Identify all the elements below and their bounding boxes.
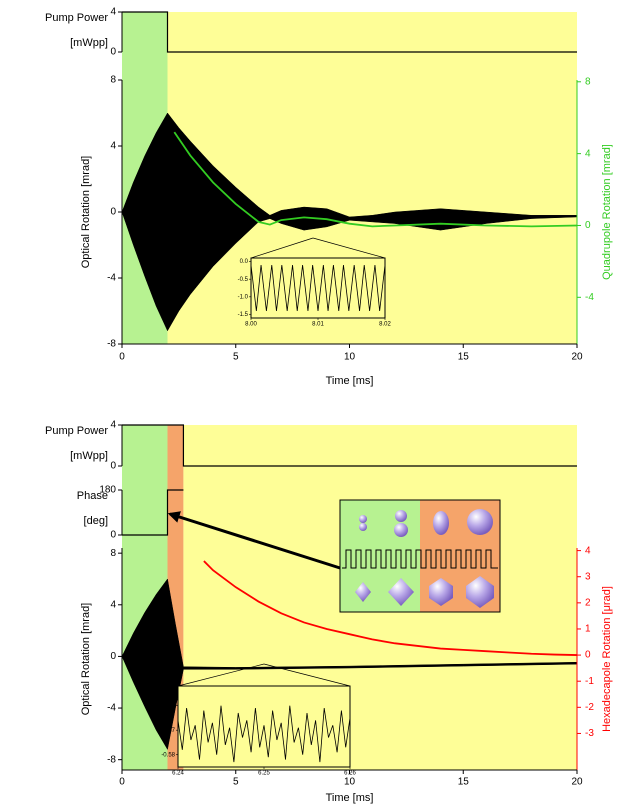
y-tick-label: 0 [110,651,116,662]
y-axis-label: Pump Power [45,12,108,24]
x-tick-label: 0 [119,777,125,788]
inset-pointer [177,663,265,687]
y2-tick-label: -2 [585,702,594,713]
x-tick-label: 10 [344,777,356,788]
series-line [173,131,578,228]
inset-line [177,705,351,763]
inset-y-tick-label: -0.5 [238,277,249,283]
pulse-train [342,549,498,569]
y2-tick-label: 0 [585,650,591,661]
x-tick-label: 5 [233,352,239,363]
inset-x-tick-label: 6.25 [258,771,270,777]
y2-tick-label: -3 [585,728,594,739]
y2-tick-label: -1 [585,676,594,687]
y-tick-label: 8 [110,75,116,86]
orbital [388,578,414,606]
y-axis-label: [deg] [84,515,108,527]
inset-y-tick-label: -0.58 [161,752,175,758]
y2-tick-label: 4 [585,545,591,556]
orbital [429,578,453,606]
orbital [359,523,367,531]
inset-x-tick-label: 8.02 [379,322,391,328]
inset-y-tick-label: 0.0 [240,259,249,265]
arrow [167,511,341,570]
y-tick-label: 8 [110,548,116,559]
y2-axis-label: Quadrupole Rotation [mrad] [601,144,613,280]
y-tick-label: 4 [110,7,116,18]
inset-pointer [312,237,386,259]
y-axis-label: [mWpp] [70,450,108,462]
orbital [359,515,367,523]
inset-x-tick-label: 8.01 [312,322,324,328]
inset-x-tick-label: 8.00 [245,322,257,328]
orbital [433,511,449,535]
y-tick-label: -4 [107,273,116,284]
inset-y-tick-label: -1.5 [238,312,249,318]
x-tick-label: 15 [458,352,470,363]
y-tick-label: 0 [110,47,116,58]
inset-y-tick-label: -0.56 [161,703,175,709]
y-tick-label: -8 [107,754,116,765]
orbital [466,576,494,608]
y-tick-label: -8 [107,339,116,350]
sketch-frame [339,499,501,613]
y2-tick-label: 2 [585,597,591,608]
series-line [203,560,578,656]
inset-y-tick-label: -0.57 [161,728,175,734]
orbital [395,510,407,522]
y2-tick-label: 0 [585,220,591,231]
series-line [122,424,577,467]
orbital [467,509,493,535]
y2-tick-label: 1 [585,624,591,635]
inset-x-tick-label: 6.26 [344,771,356,777]
y2-tick-label: -4 [585,292,594,303]
inset-x-tick-label: 6.24 [172,771,184,777]
inset-line [250,265,386,311]
y-tick-label: 0 [110,207,116,218]
y-tick-label: 4 [110,599,116,610]
y-axis-label: Optical Rotation [mrad] [80,603,92,716]
y-axis-label: Optical Rotation [mrad] [80,156,92,269]
x-tick-label: 10 [344,352,356,363]
x-tick-label: 0 [119,352,125,363]
sketch-inset [167,499,501,613]
x-tick-label: 15 [458,777,470,788]
x-tick-label: 20 [571,352,583,363]
y2-axis-label: Hexadecapole Rotation [μrad] [601,586,613,732]
y2-tick-label: 8 [585,76,591,87]
orbital [394,523,408,537]
y-tick-label: 0 [110,461,116,472]
x-axis-label: Time [ms] [326,375,374,387]
y-axis-label: Phase [77,490,108,502]
x-tick-label: 20 [571,777,583,788]
y-tick-label: 0 [110,530,116,541]
inset-pointer [263,663,351,687]
y-axis-label: Pump Power [45,425,108,437]
x-tick-label: 5 [233,777,239,788]
series-line [122,489,184,536]
x-axis-label: Time [ms] [326,792,374,804]
inset-pointer [250,237,314,259]
y-axis-label: [mWpp] [70,37,108,49]
series-line [122,11,577,53]
y2-tick-label: 4 [585,148,591,159]
y-tick-label: 180 [99,485,116,496]
y-tick-label: 4 [110,420,116,431]
y-tick-label: -4 [107,703,116,714]
y-tick-label: 4 [110,141,116,152]
orbital [355,582,371,602]
y2-tick-label: 3 [585,571,591,582]
inset-y-tick-label: -1.0 [238,294,249,300]
